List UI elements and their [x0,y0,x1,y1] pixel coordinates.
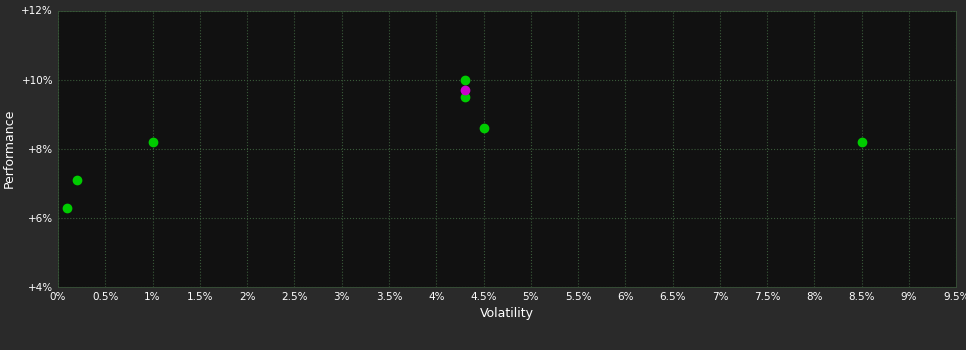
Point [60,205,75,210]
Point [854,139,869,145]
Point [457,94,472,100]
Point [145,139,160,145]
Y-axis label: Performance: Performance [3,109,15,188]
Point [457,77,472,83]
X-axis label: Volatility: Volatility [480,307,534,320]
Point [457,87,472,93]
Point [476,125,492,131]
Point [70,177,85,183]
